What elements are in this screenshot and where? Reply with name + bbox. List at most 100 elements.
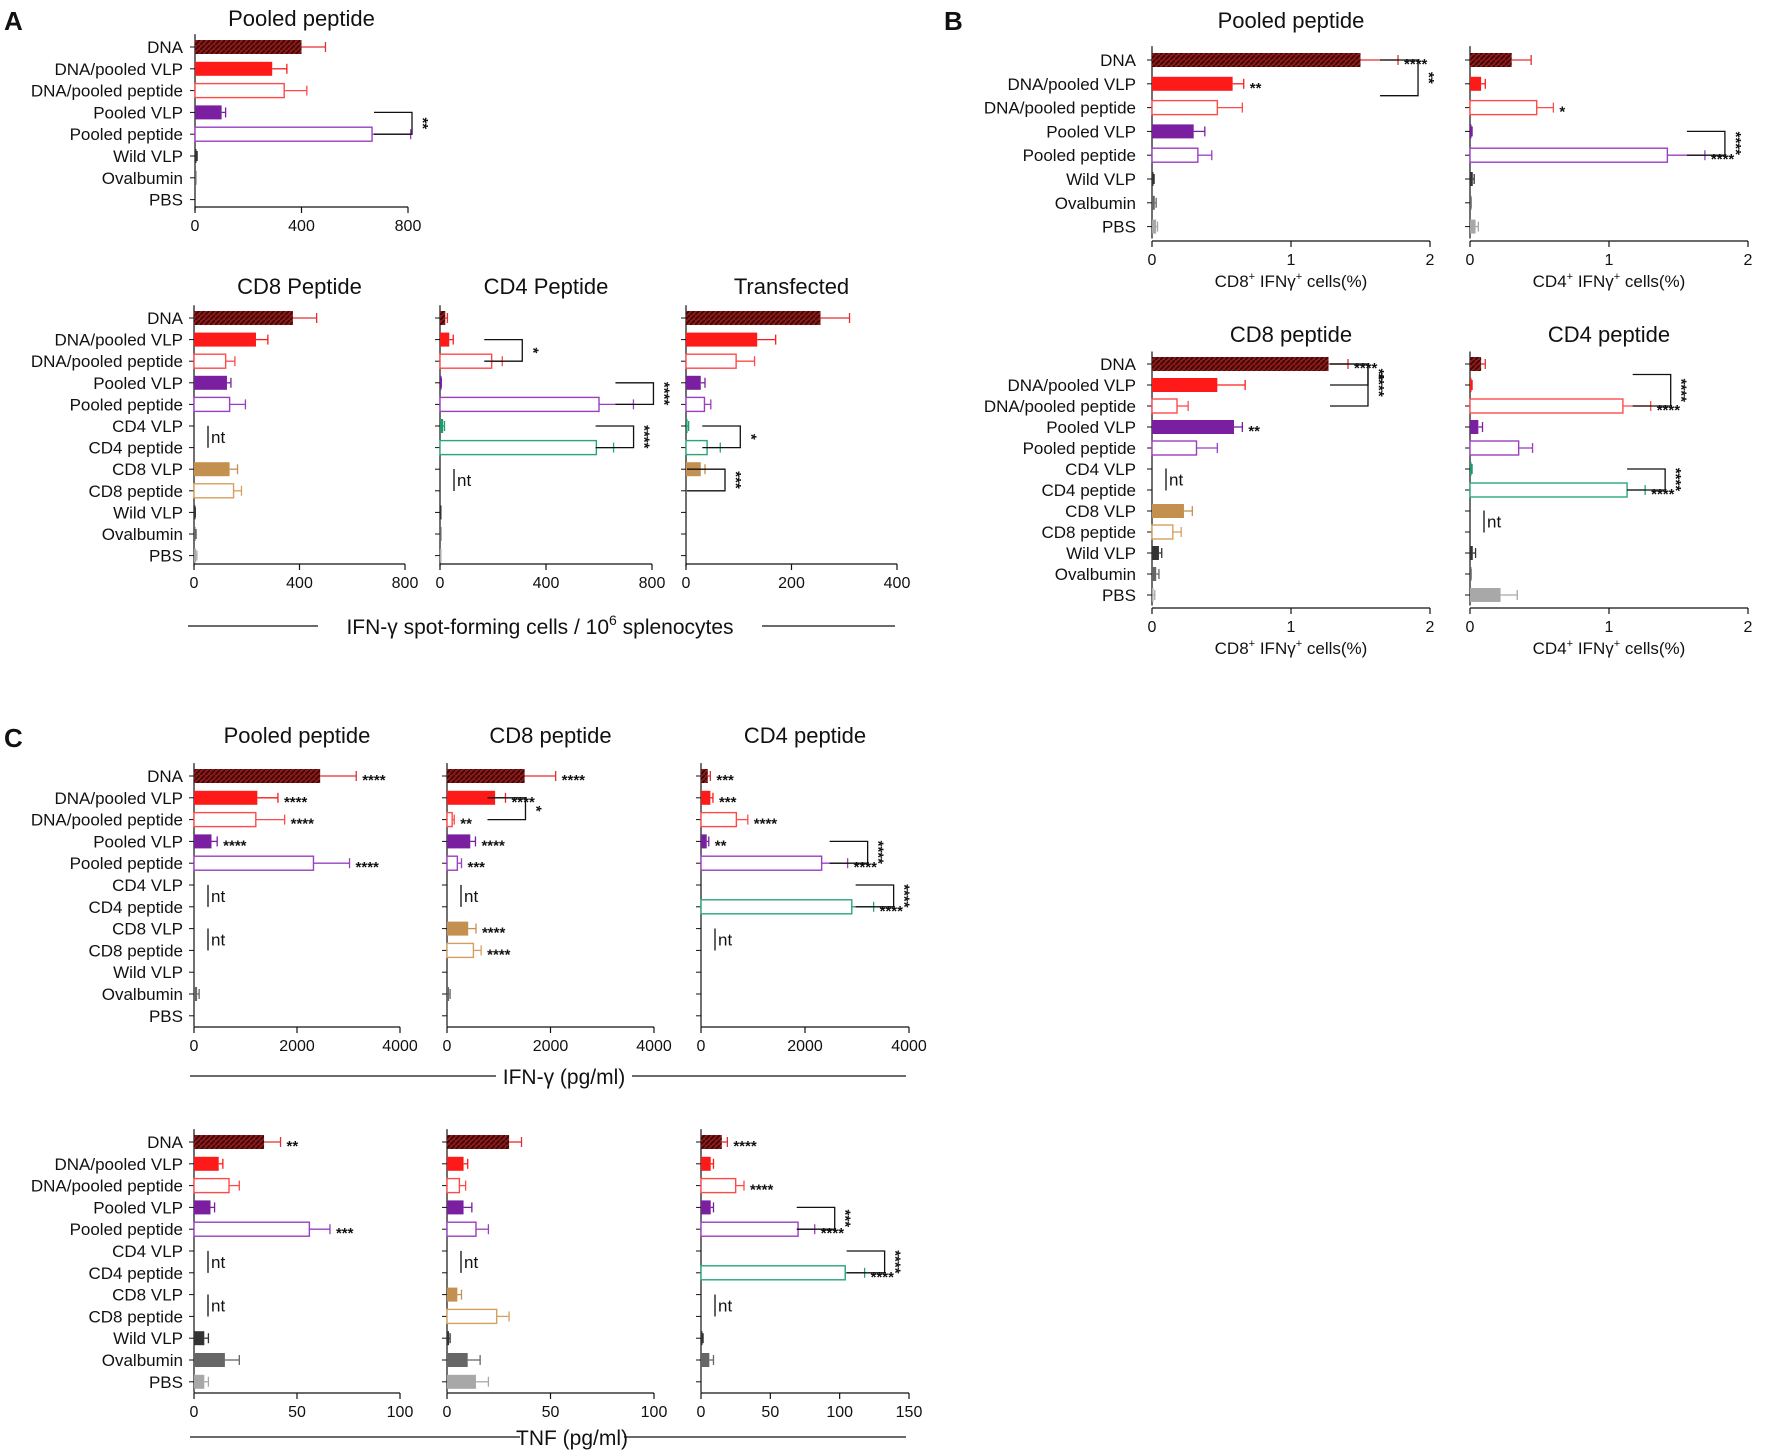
bar-cd8-vlp (1152, 504, 1184, 518)
category-label-dna: DNA (147, 767, 184, 786)
category-label-cd4-vlp: CD4 VLP (1065, 460, 1136, 479)
bar-wild-vlp (1470, 546, 1473, 560)
x-tick-label: 1 (1605, 619, 1614, 636)
chart-a1: Pooled peptide 0 400 800 DNA DNA/pooled VLP DN… (31, 6, 431, 235)
bar-dna (1470, 357, 1482, 371)
category-label-wild-vlp: Wild VLP (113, 1329, 183, 1348)
category-label-dna-pooled-vlp: DNA/pooled VLP (1007, 75, 1136, 94)
x-axis-label-part: + (1614, 638, 1620, 650)
category-label-pooled-vlp: Pooled VLP (1046, 122, 1136, 141)
bar-cd4-vlp (440, 419, 444, 433)
category-label-pooled-peptide: Pooled peptide (70, 395, 183, 414)
bar-ovalbumin (447, 987, 450, 1001)
category-label-wild-vlp: Wild VLP (1066, 544, 1136, 563)
x-tick-label: 0 (682, 575, 691, 592)
group-label-main: IFN-γ spot-forming cells / 10 (346, 616, 609, 639)
chart-c1: Pooled peptide 0 2000 4000 DNA DNA/pooled VLP… (31, 723, 418, 1055)
bracket-stars: * (742, 434, 759, 440)
bracket-stars: **** (655, 382, 672, 406)
x-tick-label: 2000 (279, 1038, 315, 1055)
bracket-stars: * (524, 347, 541, 353)
bracket-stars: **** (636, 425, 653, 449)
x-tick-label: 0 (191, 218, 200, 235)
bar-pooled-peptide (700, 1221, 799, 1237)
bar-pooled-vlp (1470, 124, 1472, 139)
category-label-ovalbumin: Ovalbumin (1055, 565, 1136, 584)
x-tick-label: 0 (443, 1038, 452, 1055)
bar-cd8-peptide (446, 942, 475, 959)
x-tick-label: 0 (190, 1404, 199, 1421)
category-label-pooled-peptide: Pooled peptide (70, 1220, 183, 1239)
bar-dna (1470, 53, 1512, 67)
x-tick-label: 100 (826, 1404, 853, 1421)
nt-label: nt (1487, 513, 1501, 532)
category-label-wild-vlp: Wild VLP (1066, 170, 1136, 189)
significance-bracket (1380, 59, 1419, 97)
bar-dna-pooled-peptide (685, 353, 737, 369)
bar-ovalbumin (194, 527, 196, 541)
bar-pooled-peptide (193, 855, 315, 871)
nt-label: nt (1169, 471, 1183, 490)
significance-stars: ** (287, 1138, 299, 1155)
x-axis-label-part: CD4 (1533, 272, 1567, 291)
category-label-cd4-peptide: CD4 peptide (1041, 481, 1136, 500)
category-label-pooled-peptide: Pooled peptide (70, 125, 183, 144)
bar-dna-pooled-peptide (439, 353, 493, 369)
bar-pooled-vlp (1152, 124, 1194, 139)
bar-pooled-vlp (194, 834, 212, 849)
x-axis-label-part: IFNγ (1573, 272, 1614, 291)
category-label-dna: DNA (147, 1133, 184, 1152)
category-label-dna: DNA (147, 309, 184, 328)
bar-dna-pooled-vlp (447, 790, 496, 805)
panel-c-tnf-xlabel: TNF (pg/ml) (516, 1427, 628, 1450)
chart-a2: CD8 Peptide 0 400 800 DNA DNA/pooled VLP DNA/p… (31, 274, 419, 592)
panel-a-group-xlabel: IFN-γ spot-forming cells / 106 splenocyt… (346, 612, 733, 639)
category-label-dna: DNA (1100, 51, 1137, 70)
bar-pooled-peptide (685, 396, 706, 413)
nt-label: nt (464, 1253, 478, 1272)
bar-cd4-peptide (700, 1265, 846, 1281)
x-tick-label: 2000 (787, 1038, 823, 1055)
x-axis-label-part: IFNγ (1573, 639, 1614, 658)
chart-title: Pooled peptide (224, 723, 371, 748)
nt-label: nt (457, 471, 471, 490)
significance-bracket (374, 111, 413, 135)
x-tick-label: 50 (288, 1404, 306, 1421)
bar-dna-pooled-peptide (700, 811, 738, 828)
chart-c6: 0 50 100 150***********************nt (696, 1129, 922, 1421)
category-label-pbs: PBS (1102, 218, 1136, 237)
category-label-cd8-vlp: CD8 VLP (112, 920, 183, 939)
category-label-pooled-vlp: Pooled VLP (93, 374, 183, 393)
x-tick-label: 1 (1605, 252, 1614, 269)
bar-dna-pooled-vlp (447, 1156, 464, 1171)
significance-stars: **** (733, 1138, 757, 1155)
x-tick-label: 1 (1287, 252, 1296, 269)
x-tick-label: 400 (884, 575, 911, 592)
bar-pooled-vlp (701, 834, 707, 849)
category-label-cd8-peptide: CD8 peptide (88, 1307, 183, 1326)
bar-dna-pooled-peptide (1151, 398, 1178, 414)
bar-cd4-peptide (1469, 482, 1628, 498)
x-tick-label: 2 (1426, 619, 1435, 636)
significance-stars: **** (223, 837, 247, 854)
significance-stars: *** (336, 1225, 354, 1242)
x-axis-label-part: + (1249, 638, 1255, 650)
bar-dna-pooled-vlp (701, 790, 711, 805)
category-label-dna-pooled-peptide: DNA/pooled peptide (31, 1177, 183, 1196)
x-axis-label-part: + (1614, 271, 1620, 283)
x-axis-label-part: + (1296, 638, 1302, 650)
category-label-ovalbumin: Ovalbumin (102, 985, 183, 1004)
nt-label: nt (211, 931, 225, 950)
bar-pooled-vlp (701, 1200, 711, 1215)
bar-pooled-peptide (1151, 147, 1199, 163)
category-label-dna: DNA (1100, 355, 1137, 374)
significance-bracket (487, 797, 527, 821)
significance-bracket (1632, 373, 1672, 407)
significance-stars: *** (467, 859, 485, 876)
bar-dna-pooled-vlp (1470, 76, 1482, 91)
chart-title: Transfected (734, 274, 849, 299)
x-axis-label-part: cells(%) (1620, 272, 1685, 291)
category-label-pbs: PBS (149, 547, 183, 566)
